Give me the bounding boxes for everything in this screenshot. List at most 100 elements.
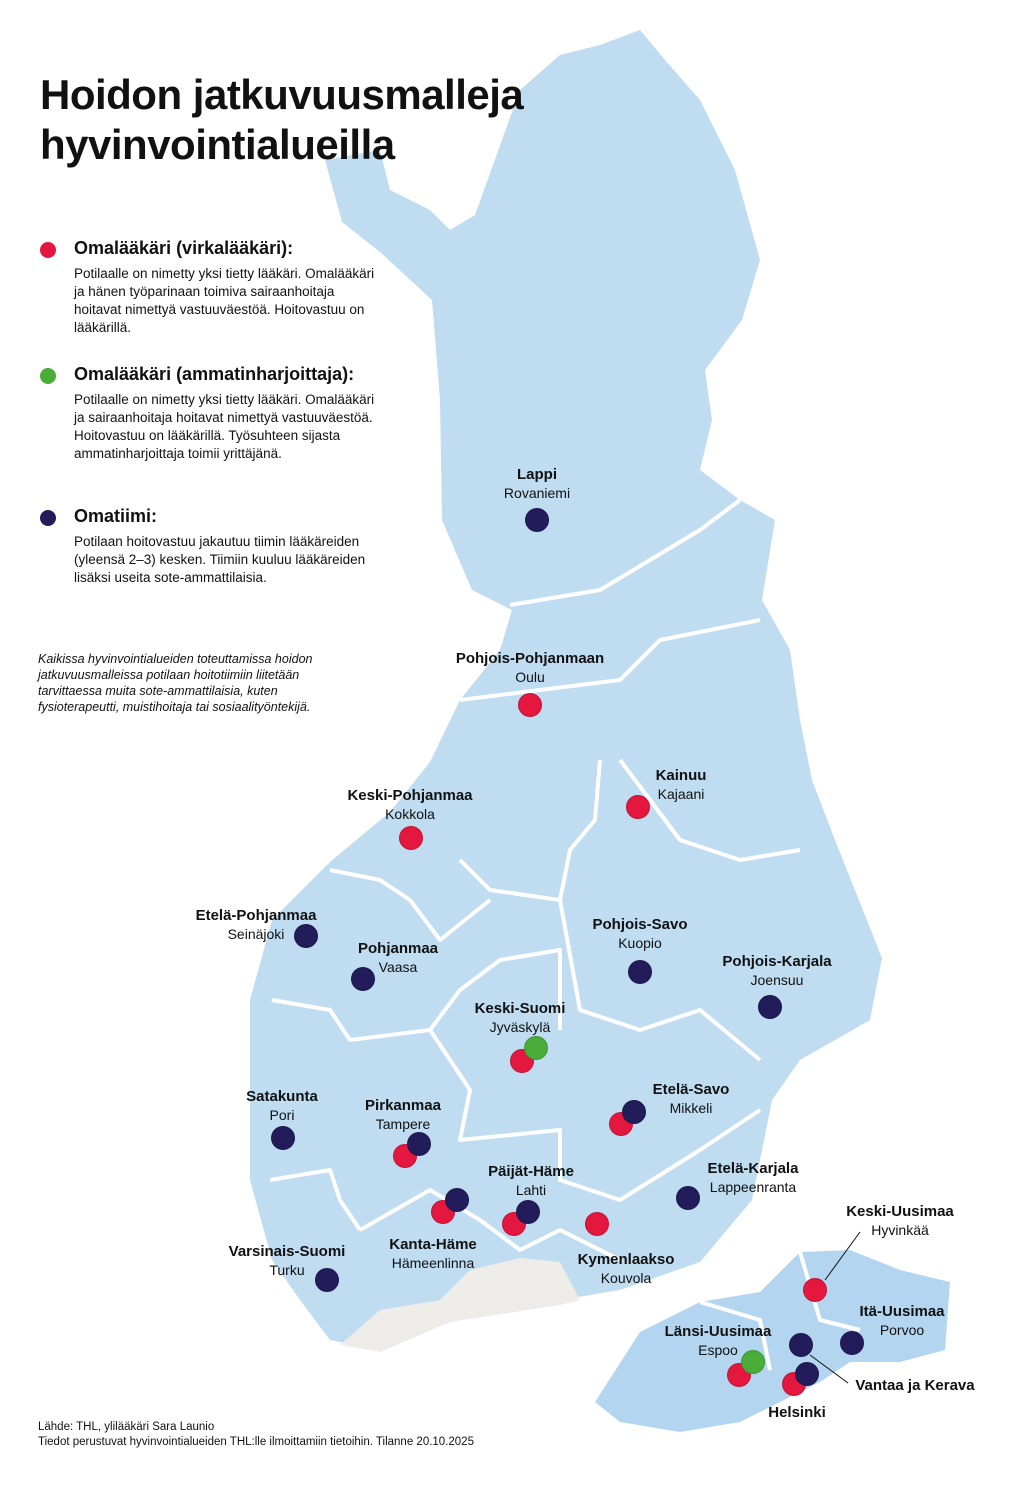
model-marker-omatiimi <box>525 508 549 532</box>
legend-text: Potilaan hoitovastuu jakautuu tiimin lää… <box>74 534 366 585</box>
region-label: Pohjois-Savo Kuopio <box>592 915 687 953</box>
region-label: Länsi-Uusimaa Espoo <box>665 1322 772 1360</box>
region-label: Satakunta Pori <box>246 1087 318 1125</box>
region-city: Lahti <box>515 1182 547 1198</box>
legend-text: Potilaalle on nimetty yksi tietty lääkär… <box>74 392 375 461</box>
model-marker-omatiimi <box>840 1331 864 1355</box>
region-label: Pohjanmaa Vaasa <box>358 939 438 977</box>
region-city: Jyväskylä <box>489 1019 551 1035</box>
region-city: Kouvola <box>600 1270 652 1286</box>
model-marker-omatiimi <box>315 1268 339 1292</box>
region-city: Lappeenranta <box>709 1179 797 1195</box>
model-marker-omatiimi <box>407 1132 431 1156</box>
region-name: Länsi-Uusimaa <box>664 1323 772 1340</box>
legend-item-virkalaakari: Omalääkäri (virkalääkäri): Potilaalle on … <box>40 238 380 337</box>
uusimaa-inset <box>595 1250 950 1432</box>
model-marker-omatiimi <box>351 967 375 991</box>
region-city: Oulu <box>515 669 545 685</box>
model-marker-omatiimi <box>445 1188 469 1212</box>
model-marker-omatiimi <box>271 1126 295 1150</box>
legend-dot-icon <box>40 368 56 384</box>
region-name: Pohjanmaa <box>357 940 439 957</box>
footer: Lähde: THL, ylilääkäri Sara Launio Tiedo… <box>38 1420 474 1450</box>
footnote: Kaikissa hyvinvointialueiden toteuttamis… <box>38 652 313 714</box>
region-label: Lappi Rovaniemi <box>504 465 570 503</box>
model-marker-omatiimi <box>795 1362 819 1386</box>
region-label: Pirkanmaa Tampere <box>365 1096 441 1134</box>
legend-text: Potilaalle on nimetty yksi tietty lääkär… <box>74 266 375 335</box>
region-city: Joensuu <box>750 972 804 988</box>
model-marker-omatiimi <box>789 1333 813 1357</box>
region-label: Kanta-Häme Hämeenlinna <box>389 1235 477 1273</box>
region-city: Hämeenlinna <box>391 1255 475 1271</box>
region-name: Kainuu <box>655 767 707 784</box>
region-city: Tampere <box>375 1116 431 1132</box>
model-marker-virkalaakari <box>626 795 650 819</box>
model-marker-virkalaakari <box>502 1212 526 1236</box>
region-label: Varsinais-Suomi Turku <box>229 1242 346 1280</box>
finland-mainland <box>250 30 882 1350</box>
data-info: Tiedot perustuvat hyvinvointialueiden TH… <box>38 1436 474 1448</box>
region-name: Pohjois-Karjala <box>722 953 832 970</box>
region-label: Etelä-Pohjanmaa Seinäjoki <box>196 906 317 944</box>
legend-dot-icon <box>40 242 56 258</box>
region-city: Hyvinkää <box>871 1222 929 1238</box>
region-name: Etelä-Savo <box>652 1081 730 1098</box>
region-name: Etelä-Pohjanmaa <box>195 907 317 924</box>
model-marker-omatiimi <box>622 1100 646 1124</box>
region-label: Päijät-Häme Lahti <box>488 1162 574 1200</box>
page-title: Hoidon jatkuvuusmalleja hyvinvointialuei… <box>40 71 524 168</box>
region-label: Itä-Uusimaa Porvoo <box>859 1302 944 1340</box>
region-name: Kymenlaakso <box>577 1251 675 1268</box>
region-city: Kajaani <box>657 786 705 802</box>
legend-dot-icon <box>40 510 56 526</box>
region-name: Kanta-Häme <box>389 1236 477 1253</box>
model-marker-virkalaakari <box>803 1278 827 1302</box>
region-label: Vantaa ja Kerava <box>855 1376 974 1395</box>
region-name: Vantaa ja Kerava <box>855 1377 975 1394</box>
model-marker-omatiimi <box>516 1200 540 1224</box>
region-label: Helsinki <box>768 1403 826 1422</box>
region-label: Pohjois-Karjala Joensuu <box>722 952 831 990</box>
model-marker-ammatinharjoittaja <box>741 1350 765 1374</box>
region-name: Helsinki <box>768 1404 826 1421</box>
region-name: Pohjois-Savo <box>592 916 688 933</box>
legend-item-ammatinharjoittaja: Omalääkäri (ammatinharjoittaja): Potilaal… <box>40 364 380 463</box>
model-marker-omatiimi <box>758 995 782 1019</box>
region-label: Kymenlaakso Kouvola <box>578 1250 675 1288</box>
region-city: Kuopio <box>618 935 662 951</box>
region-label: Etelä-Karjala Lappeenranta <box>708 1159 799 1197</box>
region-city: Rovaniemi <box>503 485 571 501</box>
region-city: Vaasa <box>378 959 418 975</box>
region-label: Pohjois-Pohjanmaan Oulu <box>456 649 604 687</box>
model-marker-ammatinharjoittaja <box>524 1036 548 1060</box>
excluded-area <box>340 1258 580 1352</box>
source: Lähde: THL, ylilääkäri Sara Launio <box>38 1421 215 1433</box>
region-name: Itä-Uusimaa <box>859 1303 945 1320</box>
region-name: Keski-Uusimaa <box>846 1203 954 1220</box>
region-borders <box>269 498 861 1371</box>
legend-title: Omalääkäri (ammatinharjoittaja): <box>74 364 355 384</box>
region-label: Keski-Pohjanmaa Kokkola <box>347 786 472 824</box>
region-name: Lappi <box>516 466 557 483</box>
region-city: Mikkeli <box>669 1100 713 1116</box>
legend-title: Omalääkäri (virkalääkäri): <box>74 238 294 258</box>
region-label: Etelä-Savo Mikkeli <box>653 1080 730 1118</box>
region-name: Satakunta <box>246 1088 318 1105</box>
model-marker-omatiimi <box>628 960 652 984</box>
region-city: Espoo <box>698 1342 738 1358</box>
region-city: Kokkola <box>385 806 435 822</box>
region-name: Keski-Suomi <box>474 1000 566 1017</box>
region-name: Päijät-Häme <box>488 1163 574 1180</box>
region-name: Varsinais-Suomi <box>228 1243 346 1260</box>
legend-item-omatiimi: Omatiimi: Potilaan hoitovastuu jakautuu t… <box>40 506 380 587</box>
model-marker-omatiimi <box>294 924 318 948</box>
model-marker-virkalaakari <box>585 1212 609 1236</box>
model-marker-virkalaakari <box>399 826 423 850</box>
region-name: Pohjois-Pohjanmaan <box>455 650 605 667</box>
region-label: Keski-Uusimaa Hyvinkää <box>846 1202 954 1240</box>
legend-title: Omatiimi: <box>74 506 158 526</box>
region-name: Pirkanmaa <box>365 1097 441 1114</box>
